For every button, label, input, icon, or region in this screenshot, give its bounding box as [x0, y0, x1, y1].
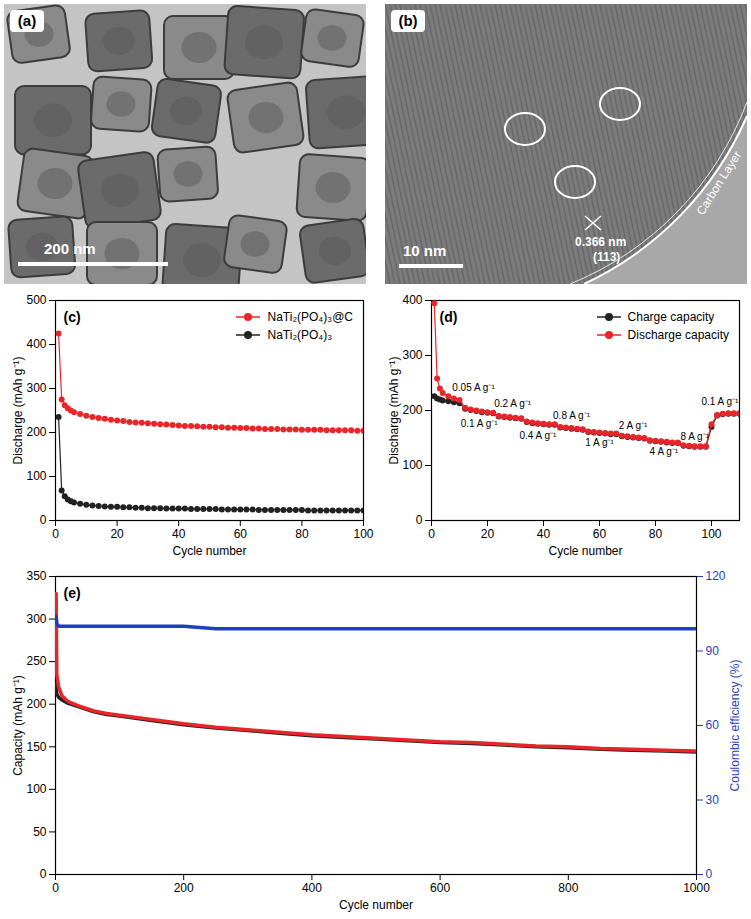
svg-text:200: 200	[402, 403, 422, 417]
svg-text:500: 500	[26, 293, 46, 307]
svg-text:300: 300	[26, 612, 46, 626]
svg-text:400: 400	[402, 293, 422, 307]
html-text:NaTi₂(PO₄)₃@C: NaTi₂(PO₄)₃@C	[267, 310, 353, 324]
svg-text:300: 300	[402, 348, 422, 362]
svg-text:Discharge (mAh g⁻¹): Discharge (mAh g⁻¹)	[387, 356, 401, 464]
svg-text:0.8 A g⁻¹: 0.8 A g⁻¹	[553, 410, 591, 421]
svg-text:20: 20	[481, 527, 495, 541]
svg-text:(a): (a)	[18, 12, 36, 29]
svg-text:400: 400	[302, 881, 322, 895]
svg-text:0: 0	[706, 867, 713, 881]
svg-text:60: 60	[593, 527, 607, 541]
svg-text:1000: 1000	[683, 881, 710, 895]
svg-text:150: 150	[26, 740, 46, 754]
svg-text:200 nm: 200 nm	[44, 240, 96, 257]
html-text:Charge capacity: Charge capacity	[627, 310, 715, 324]
svg-text:Cycle number: Cycle number	[548, 544, 622, 558]
svg-text:2 A g⁻¹: 2 A g⁻¹	[619, 420, 648, 431]
svg-text:Cycle number: Cycle number	[339, 898, 413, 912]
svg-text:Carbon Layer: Carbon Layer	[694, 149, 744, 218]
svg-text:30: 30	[706, 793, 720, 807]
svg-text:100: 100	[353, 527, 373, 541]
svg-text:0.1 A g⁻¹: 0.1 A g⁻¹	[701, 396, 739, 407]
svg-text:(113): (113)	[593, 250, 620, 264]
svg-text:80: 80	[649, 527, 663, 541]
svg-text:40: 40	[172, 527, 186, 541]
html-text:NaTi₂(PO₄)₃: NaTi₂(PO₄)₃	[267, 328, 333, 342]
svg-text:80: 80	[295, 527, 309, 541]
svg-text:Cycle number: Cycle number	[172, 544, 246, 558]
svg-text:Coulombic efficiency (%): Coulombic efficiency (%)	[728, 660, 742, 792]
svg-text:0.05 A g⁻¹: 0.05 A g⁻¹	[452, 382, 495, 393]
svg-text:300: 300	[26, 381, 46, 395]
svg-text:0: 0	[428, 527, 435, 541]
svg-text:0.2 A g⁻¹: 0.2 A g⁻¹	[494, 398, 532, 409]
svg-text:40: 40	[537, 527, 551, 541]
svg-text:(d): (d)	[440, 309, 458, 325]
svg-text:0: 0	[416, 513, 423, 527]
svg-text:(c): (c)	[64, 309, 81, 325]
svg-text:1 A g⁻¹: 1 A g⁻¹	[585, 437, 614, 448]
svg-text:400: 400	[26, 337, 46, 351]
svg-text:Capacity (mAh g⁻¹): Capacity (mAh g⁻¹)	[11, 675, 25, 776]
svg-text:50: 50	[33, 825, 47, 839]
svg-text:250: 250	[26, 654, 46, 668]
svg-text:60: 60	[706, 718, 720, 732]
svg-text:10 nm: 10 nm	[403, 242, 446, 259]
svg-text:8 A g⁻¹: 8 A g⁻¹	[680, 431, 709, 442]
svg-text:0: 0	[40, 513, 47, 527]
svg-text:600: 600	[430, 881, 450, 895]
svg-text:0.4 A g⁻¹: 0.4 A g⁻¹	[519, 430, 557, 441]
svg-text:200: 200	[174, 881, 194, 895]
html-text:Discharge capacity: Discharge capacity	[627, 328, 729, 342]
svg-text:Discharge (mAh g⁻¹): Discharge (mAh g⁻¹)	[11, 356, 25, 464]
svg-text:(b): (b)	[398, 12, 417, 29]
svg-text:800: 800	[558, 881, 578, 895]
svg-text:100: 100	[402, 458, 422, 472]
svg-text:0.1 A g⁻¹: 0.1 A g⁻¹	[461, 418, 499, 429]
svg-text:4 A g⁻¹: 4 A g⁻¹	[650, 446, 679, 457]
svg-text:0.366 nm: 0.366 nm	[575, 235, 626, 249]
svg-text:100: 100	[26, 469, 46, 483]
svg-text:200: 200	[26, 425, 46, 439]
svg-text:120: 120	[706, 569, 726, 583]
svg-text:0: 0	[52, 527, 59, 541]
svg-text:(e): (e)	[64, 585, 81, 601]
svg-text:350: 350	[26, 569, 46, 583]
svg-text:0: 0	[52, 881, 59, 895]
svg-text:20: 20	[110, 527, 124, 541]
svg-text:100: 100	[26, 782, 46, 796]
svg-text:90: 90	[706, 644, 720, 658]
svg-text:60: 60	[234, 527, 248, 541]
svg-text:100: 100	[701, 527, 721, 541]
svg-text:0: 0	[40, 867, 47, 881]
svg-text:200: 200	[26, 697, 46, 711]
